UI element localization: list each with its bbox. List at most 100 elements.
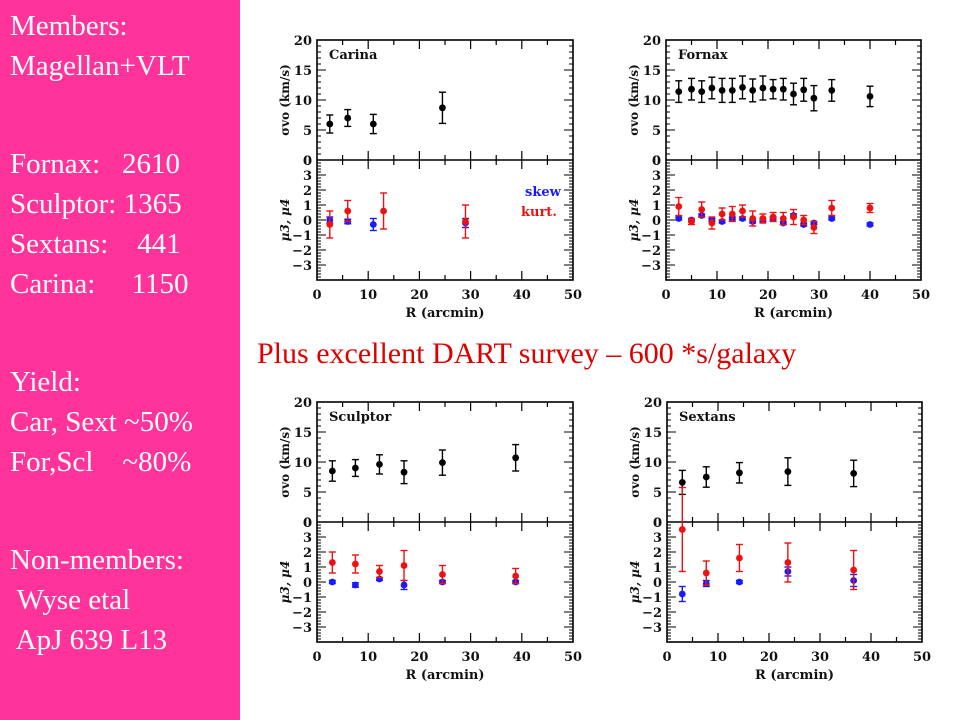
dispersion-point [718, 77, 726, 104]
x-tick-label: 20 [410, 650, 428, 665]
y-tick-label: 0 [652, 214, 661, 229]
y-tick-label: 20 [294, 34, 312, 49]
dispersion-point [790, 82, 797, 106]
data-point [675, 203, 683, 210]
data-point [702, 569, 710, 577]
y-tick-label: −1 [642, 591, 662, 606]
y-tick-label: 2 [652, 184, 661, 199]
data-point [784, 468, 792, 475]
chart-sextans: 0 10 20 30 40 50 R (arcmin) 0 5 10 15 20 σvo (km/s) 0… [628, 396, 931, 683]
kurt-point [375, 564, 383, 579]
y-tick-label: 3 [652, 169, 661, 184]
y-tick-label: 0 [303, 516, 312, 531]
data-point [688, 218, 695, 225]
x-tick-label: 40 [862, 650, 880, 665]
data-point [400, 581, 408, 589]
y-axis-label-dispersion: σvo (km/s) [628, 426, 642, 498]
skew-point [866, 221, 874, 228]
galaxy-name-label: Sculptor [329, 410, 391, 425]
x-tick-label: 50 [564, 288, 582, 303]
data-point [369, 120, 377, 128]
kurt-point [718, 207, 726, 221]
data-point [728, 87, 736, 94]
sidebar-line: ApJ 639 L13 [10, 624, 168, 656]
dispersion-point [702, 466, 710, 488]
data-point [512, 454, 520, 462]
dispersion-point [749, 78, 757, 103]
y-tick-label: 0 [653, 516, 662, 531]
y-tick-label: 0 [652, 154, 661, 169]
legend-kurt: kurt. [521, 205, 557, 220]
data-point [769, 213, 777, 221]
y-tick-label: 15 [643, 64, 661, 79]
kurt-point [749, 210, 757, 227]
data-point [439, 571, 446, 578]
dispersion-point [800, 77, 808, 102]
y-tick-label: 3 [303, 169, 312, 184]
dispersion-point [784, 457, 792, 487]
data-point [739, 84, 746, 91]
data-point [749, 87, 757, 94]
data-point [352, 581, 359, 589]
kurt-point [512, 567, 520, 585]
x-tick-label: 10 [708, 288, 726, 303]
kurt-point [800, 214, 808, 226]
data-point [675, 215, 683, 222]
data-point [736, 469, 743, 477]
dispersion-point [688, 77, 695, 101]
data-point [790, 90, 797, 98]
dispersion-point [512, 443, 520, 472]
kurt-point [380, 192, 388, 230]
kurt-point [461, 204, 469, 239]
dispersion-point [810, 84, 818, 112]
kurt-point [810, 220, 818, 235]
dispersion-point [779, 77, 787, 101]
y-tick-label: 15 [294, 64, 312, 79]
dispersion-point [351, 458, 359, 478]
y-tick-label: 3 [653, 531, 662, 546]
dispersion-point [675, 80, 683, 104]
data-point [328, 559, 336, 566]
y-tick-label: 5 [303, 486, 312, 501]
skew-point [735, 578, 743, 586]
x-tick-label: 40 [861, 288, 879, 303]
sidebar-line: Fornax: 2610 [10, 148, 180, 180]
sidebar-line: Yield: [10, 366, 81, 398]
data-point [328, 578, 336, 586]
data-point [678, 590, 686, 598]
data-point [779, 215, 787, 222]
y-tick-label: −2 [292, 244, 312, 259]
kurt-point [769, 211, 777, 223]
x-tick-label: 30 [811, 650, 829, 665]
skew-point [675, 215, 683, 222]
y-tick-label: 20 [643, 34, 661, 49]
x-axis-label: R (arcmin) [406, 668, 485, 683]
y-tick-label: 20 [294, 396, 312, 411]
sidebar-line: Wyse etal [10, 584, 131, 616]
skew-point [678, 585, 686, 603]
dispersion-point [438, 91, 446, 125]
data-point [759, 215, 767, 222]
x-tick-label: 0 [661, 288, 670, 303]
y-axis-label-dispersion: σvo (km/s) [278, 64, 292, 136]
dispersion-point [728, 77, 736, 104]
y-tick-label: −3 [642, 621, 662, 636]
kurt-point [866, 202, 874, 214]
kurt-point [779, 211, 787, 226]
data-point [718, 87, 726, 94]
kurt-point [702, 560, 710, 586]
data-point [439, 104, 446, 112]
dispersion-point [400, 460, 408, 485]
data-point [759, 84, 767, 92]
data-point [326, 120, 334, 128]
data-point [698, 206, 706, 213]
x-tick-label: 50 [912, 288, 930, 303]
chart-carina: 0 10 20 30 40 50 R (arcmin) 0 5 10 15 20 σvo (km/s) 0… [278, 34, 582, 321]
kurt-point [828, 199, 836, 217]
x-tick-label: 50 [913, 650, 931, 665]
skew-point [828, 215, 836, 222]
kurt-point [708, 216, 716, 230]
y-axis-label-moments: μ3, μ4 [278, 199, 292, 242]
kurt-point [438, 564, 446, 585]
y-tick-label: 0 [652, 154, 661, 169]
